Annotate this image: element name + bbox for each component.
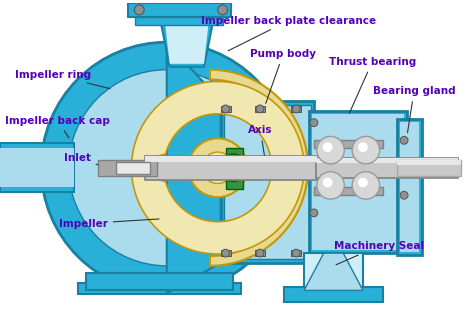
Polygon shape <box>312 114 404 250</box>
Bar <box>128 3 230 17</box>
Circle shape <box>352 136 380 164</box>
Circle shape <box>41 42 292 293</box>
Circle shape <box>358 178 368 188</box>
Circle shape <box>69 70 265 266</box>
Polygon shape <box>210 70 308 266</box>
Text: Impeller back plate clearance: Impeller back plate clearance <box>201 16 376 51</box>
Text: Pump body: Pump body <box>250 49 316 103</box>
Text: Impeller: Impeller <box>59 219 159 229</box>
Circle shape <box>292 105 300 113</box>
Polygon shape <box>226 148 243 189</box>
Polygon shape <box>284 287 383 302</box>
Polygon shape <box>255 106 265 112</box>
Text: Axis: Axis <box>248 125 273 155</box>
Bar <box>0 150 83 185</box>
Polygon shape <box>304 253 363 290</box>
Bar <box>3 153 83 183</box>
Bar <box>79 283 241 294</box>
Polygon shape <box>397 119 422 255</box>
Bar <box>316 158 458 163</box>
Polygon shape <box>221 106 230 112</box>
Circle shape <box>317 172 344 199</box>
Circle shape <box>317 136 344 164</box>
Circle shape <box>323 178 333 188</box>
Circle shape <box>310 119 318 127</box>
Bar <box>116 162 150 174</box>
Circle shape <box>310 209 318 217</box>
Polygon shape <box>221 250 230 256</box>
Bar <box>98 160 157 176</box>
Bar <box>314 140 383 148</box>
Text: Inlet: Inlet <box>64 153 98 165</box>
Polygon shape <box>255 250 265 256</box>
Circle shape <box>218 5 228 15</box>
Polygon shape <box>167 42 221 293</box>
Polygon shape <box>309 111 407 253</box>
Text: Machinery Seal: Machinery Seal <box>334 241 424 265</box>
Bar <box>316 158 458 178</box>
Circle shape <box>292 249 300 257</box>
Polygon shape <box>292 250 301 256</box>
Bar <box>86 273 234 290</box>
Text: Thrust bearing: Thrust bearing <box>328 57 416 113</box>
Bar <box>0 143 73 192</box>
Bar <box>0 148 73 188</box>
Circle shape <box>135 5 144 15</box>
Polygon shape <box>292 106 301 112</box>
Circle shape <box>358 142 368 152</box>
Bar <box>136 17 223 25</box>
Text: Impeller back cap: Impeller back cap <box>5 116 110 138</box>
Polygon shape <box>163 3 211 64</box>
Bar <box>397 160 461 165</box>
Bar <box>145 156 317 179</box>
Circle shape <box>400 191 408 199</box>
Circle shape <box>400 136 408 144</box>
Text: Bearing gland: Bearing gland <box>373 86 456 133</box>
Bar <box>314 188 383 195</box>
Polygon shape <box>221 101 314 263</box>
Polygon shape <box>157 3 217 67</box>
Polygon shape <box>304 253 363 292</box>
Circle shape <box>188 138 247 197</box>
Polygon shape <box>224 105 311 259</box>
Circle shape <box>202 152 234 183</box>
Circle shape <box>256 249 264 257</box>
Circle shape <box>352 172 380 199</box>
Polygon shape <box>131 81 304 168</box>
Text: Impeller ring: Impeller ring <box>15 70 110 89</box>
Circle shape <box>220 154 247 182</box>
Polygon shape <box>400 122 419 252</box>
Bar <box>145 156 317 162</box>
Bar <box>397 160 461 176</box>
Circle shape <box>256 105 264 113</box>
Circle shape <box>222 105 229 113</box>
Polygon shape <box>131 171 304 254</box>
Circle shape <box>222 249 229 257</box>
Circle shape <box>323 142 333 152</box>
